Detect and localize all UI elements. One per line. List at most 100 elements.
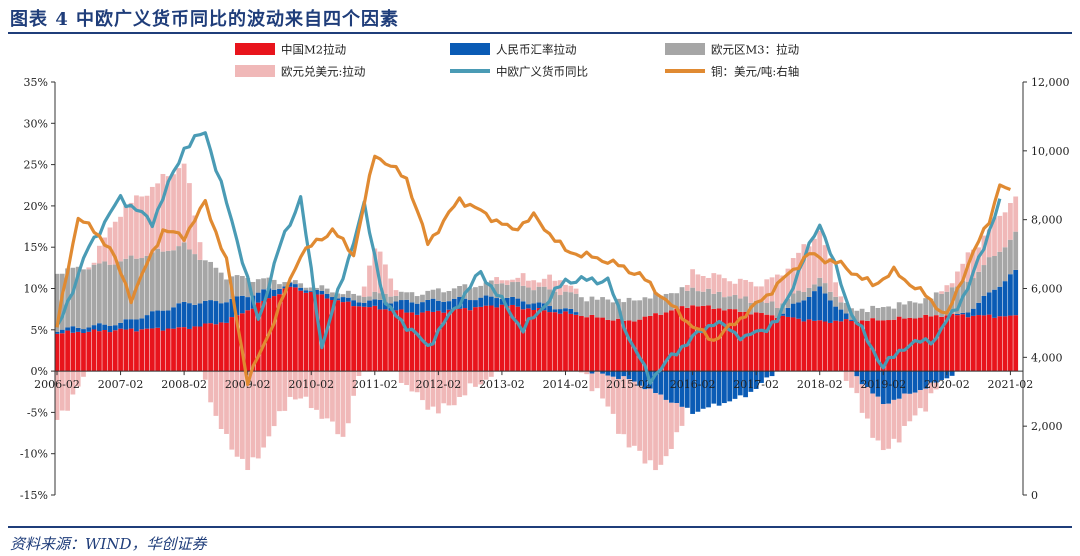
euro_usd-bar (404, 371, 409, 386)
china_m2-bar (128, 328, 134, 372)
euro_m3-bar (330, 292, 335, 298)
euro_usd-bar (510, 279, 515, 283)
euro_m3-bar (933, 292, 939, 316)
china_m2-bar (764, 314, 770, 372)
euro_m3-bar (96, 263, 102, 324)
euro_usd-bar (340, 371, 346, 437)
euro_m3-bar (902, 304, 907, 319)
rmb_fx-bar (669, 371, 674, 403)
euro_m3-bar (568, 292, 574, 309)
euro_m3-bar (430, 289, 436, 299)
euro_m3-bar (928, 298, 934, 317)
money_yoy-legend-label: 中欧广义货币同比 (496, 65, 588, 79)
euro_usd-bar (865, 387, 870, 419)
euro_m3-bar (118, 261, 123, 323)
footer-rule (8, 526, 1072, 528)
euro_m3-bar (843, 302, 849, 314)
euro_usd-bar (202, 371, 208, 380)
rmb_fx-bar (229, 298, 235, 318)
china_m2-bar (308, 291, 314, 372)
china_m2-bar (473, 307, 478, 372)
rmb_fx-bar (515, 298, 521, 307)
china_m2-bar (467, 310, 473, 372)
china_m2-bar (435, 310, 441, 372)
china_m2-bar (658, 314, 664, 372)
euro_usd-bar (610, 376, 616, 414)
right-tick-label: 6,000 (1031, 283, 1063, 296)
title-rule (8, 32, 1072, 34)
china_m2-bar (748, 314, 754, 372)
euro_m3-bar (414, 296, 420, 304)
china_m2-bar (621, 320, 627, 372)
left-tick-label: 30% (24, 117, 48, 130)
euro_m3-bar (642, 297, 648, 317)
china_m2-bar (743, 311, 748, 372)
euro_m3-bar (552, 291, 558, 310)
rmb_fx-bar (409, 302, 415, 313)
euro_m3-bar (149, 252, 155, 312)
euro_m3-bar (245, 277, 251, 298)
china_m2-bar (499, 304, 505, 372)
rmb_fx-bar (933, 371, 939, 383)
money-yoy-line (55, 131, 1002, 385)
rmb_fx-bar (838, 309, 844, 322)
euro_usd-bar (388, 278, 394, 297)
euro_m3-bar (420, 294, 425, 303)
china_m2-bar (970, 315, 976, 372)
euro_usd-bar (488, 371, 494, 377)
euro_usd-bar (160, 173, 166, 252)
euro_m3-bar (435, 288, 441, 301)
euro_m3-bar (261, 278, 266, 290)
euro_usd-bar (970, 249, 976, 279)
euro_m3-bar (308, 287, 314, 292)
euro_usd-bar (616, 378, 621, 434)
rmb_fx-bar (849, 319, 854, 321)
euro_m3-bar (827, 291, 833, 301)
rmb_fx-bar (197, 303, 203, 327)
euro_usd-bar (457, 371, 462, 397)
rmb_fx-bar (589, 371, 595, 374)
euro_usd-bar (467, 371, 473, 384)
rmb_fx-bar (144, 315, 150, 329)
china_m2-bar (557, 313, 563, 372)
rmb_fx-bar (769, 371, 775, 377)
euro_m3-bar (510, 282, 515, 297)
rmb_fx-bar (65, 327, 70, 331)
x-tick-label: 2021-02 (988, 378, 1034, 391)
rmb_fx-bar (70, 326, 76, 333)
china_m2-bar (383, 309, 388, 372)
euro_usd-bar (939, 291, 944, 294)
china_m2-bar (149, 328, 155, 372)
euro_usd-bar (732, 283, 738, 295)
rmb_fx-bar (314, 289, 319, 295)
euro_usd-bar (213, 371, 219, 416)
euro_usd-bar (621, 376, 627, 435)
china_m2-bar (944, 315, 950, 372)
euro_usd-bar (552, 280, 558, 292)
euro_m3-bar (473, 287, 478, 301)
euro_usd-bar (838, 296, 844, 303)
euro_m3-bar (478, 285, 484, 298)
rmb_fx-bar (679, 371, 685, 407)
rmb_fx-bar (1008, 274, 1013, 316)
rmb_fx-bar (700, 371, 706, 409)
right-tick-label: 8,000 (1031, 214, 1063, 227)
rmb_fx-bar (949, 371, 955, 376)
euro_m3-bar (187, 249, 192, 304)
axes: 35% 30% 25% 20% 15% 10% 5% 0% -5% -10% -15% 12,000 1… (20, 76, 1070, 502)
euro_usd-bar (801, 244, 807, 292)
rmb_fx-bar (796, 302, 801, 319)
left-tick-label: 10% (24, 283, 48, 296)
euro_m3-bar (1013, 231, 1019, 270)
rmb_fx-bar (192, 304, 198, 327)
china_m2-bar (674, 308, 680, 372)
euro_m3-bar (425, 290, 431, 300)
rmb_fx-bar (86, 327, 92, 332)
euro_usd-bar (785, 268, 791, 299)
euro_usd-bar (907, 393, 913, 422)
euro_usd-bar (255, 371, 261, 459)
china_m2-bar (393, 310, 399, 372)
euro_usd-bar (727, 281, 733, 297)
china_m2-bar (504, 306, 510, 372)
euro_m3-bar (504, 284, 510, 298)
